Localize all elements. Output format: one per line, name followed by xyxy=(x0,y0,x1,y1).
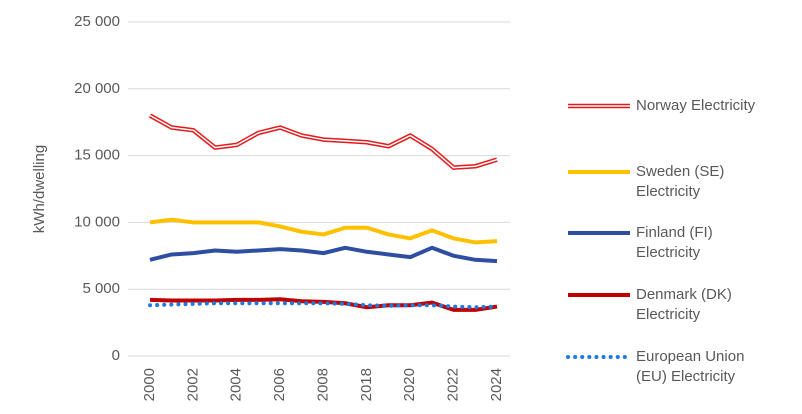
legend-label: Denmark (DK) Electricity xyxy=(636,286,732,323)
legend-label: Norway Electricity xyxy=(636,97,756,114)
x-tick-label: 2000 xyxy=(141,368,158,401)
x-tick-label: 2020 xyxy=(401,368,418,401)
x-tick-label: 2002 xyxy=(184,368,201,401)
line-inner xyxy=(149,114,498,169)
legend-label: Sweden (SE) Electricity xyxy=(636,163,725,200)
x-tick-label: 2022 xyxy=(445,368,462,401)
y-tick-label: 20 000 xyxy=(74,80,120,97)
y-tick-label: 15 000 xyxy=(74,147,120,164)
y-tick-label: 5 000 xyxy=(82,280,120,297)
x-tick-label: 2018 xyxy=(358,368,375,401)
legend-label: Finland (FI) Electricity xyxy=(636,224,713,261)
y-tick-label: 25 000 xyxy=(74,13,120,30)
line xyxy=(149,245,498,264)
line xyxy=(149,217,498,245)
x-tick-label: 2008 xyxy=(314,368,331,401)
legend-label: European Union (EU) Electricity xyxy=(636,348,745,385)
x-tick-label: 2004 xyxy=(228,368,245,401)
y-tick-label: 10 000 xyxy=(74,213,120,230)
y-tick-label: 0 xyxy=(112,347,120,364)
y-axis-label: kWh/dwelling xyxy=(31,145,48,233)
x-tick-label: 2024 xyxy=(488,368,505,401)
x-tick-label: 2006 xyxy=(271,368,288,401)
line xyxy=(149,297,498,312)
line xyxy=(148,301,499,310)
